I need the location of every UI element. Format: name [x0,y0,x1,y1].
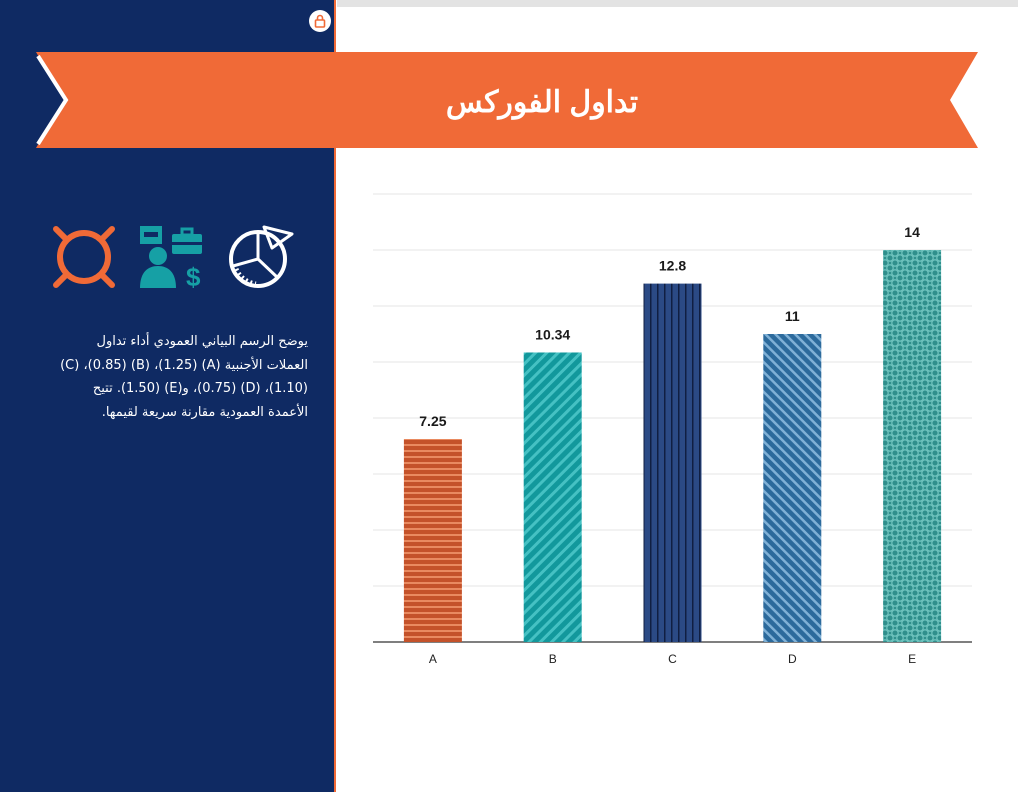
x-tick-label: C [668,652,677,666]
pie-chart-icon [229,225,294,288]
data-label: 14 [904,224,920,240]
data-label: 10.34 [535,326,570,342]
x-tick-label: D [788,652,797,666]
data-label: 7.25 [419,413,446,429]
top-strip [337,0,1018,7]
data-label: 12.8 [659,258,686,274]
bar-C [643,283,702,642]
data-label: 11 [785,308,800,324]
description-text: يوضح الرسم البياني العمودي أداء تداول ال… [60,334,308,420]
bar-A [403,439,462,642]
svg-text:$: $ [186,262,201,290]
page-title: تداول الفوركس [445,85,639,119]
lock-icon[interactable] [309,10,331,32]
x-tick-label: E [908,652,916,666]
currency-icon [53,226,115,288]
x-tick-label: B [549,652,557,666]
bar-chart: 7.25 10.34 12.8 11 14 A B C D E [373,193,972,666]
title-banner: تداول الفوركس [36,52,978,152]
x-tick-label: A [429,652,437,666]
businessman-dollar-icon: $ [140,226,202,290]
bar-D [763,334,822,642]
bar-E [883,250,942,642]
bar-B [523,352,582,642]
